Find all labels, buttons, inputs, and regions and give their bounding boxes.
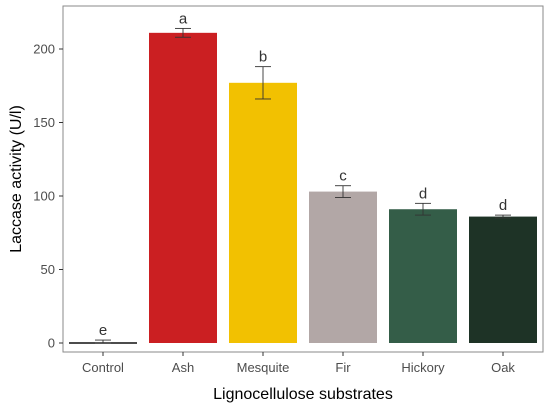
x-tick-label: Mesquite (237, 360, 290, 375)
significance-label-hickory: d (419, 185, 427, 202)
x-tick-label: Hickory (401, 360, 445, 375)
x-axis-title: Lignocellulose substrates (213, 386, 393, 403)
y-axis: 0 50 100 150 200 (33, 42, 63, 351)
x-tick-label: Control (82, 360, 124, 375)
significance-label-mesquite: b (259, 49, 267, 66)
error-bar-hickory (415, 202, 431, 216)
bar-hickory (389, 209, 457, 343)
error-bars-layer (95, 27, 511, 344)
bar-ash (149, 32, 217, 344)
error-bar-oak (495, 214, 511, 219)
y-tick-label: 200 (33, 42, 55, 57)
error-bar-control (95, 339, 111, 344)
significance-label-control: e (99, 322, 107, 339)
significance-labels-layer: e a b c d d (99, 10, 507, 339)
y-tick-label: 150 (33, 115, 55, 130)
error-bar-fir (335, 185, 351, 198)
x-tick-label: Fir (335, 360, 351, 375)
error-bar-ash (175, 27, 191, 38)
bars-layer (69, 32, 537, 344)
bar-mesquite (229, 82, 297, 343)
plot-panel (62, 5, 544, 353)
significance-label-fir: c (339, 168, 347, 185)
significance-label-oak: d (499, 197, 507, 214)
bar-fir (309, 191, 377, 343)
significance-label-ash: a (179, 10, 188, 27)
bar-oak (469, 216, 537, 343)
y-axis-title: Laccase activity (U/l) (8, 105, 25, 253)
y-tick-label: 50 (41, 262, 55, 277)
x-axis: Control Ash Mesquite Fir Hickory Oak (82, 352, 515, 375)
y-tick-label: 100 (33, 189, 55, 204)
y-tick-label: 0 (48, 336, 55, 351)
x-tick-label: Oak (491, 360, 515, 375)
x-tick-label: Ash (172, 360, 194, 375)
error-bar-mesquite (255, 66, 271, 100)
